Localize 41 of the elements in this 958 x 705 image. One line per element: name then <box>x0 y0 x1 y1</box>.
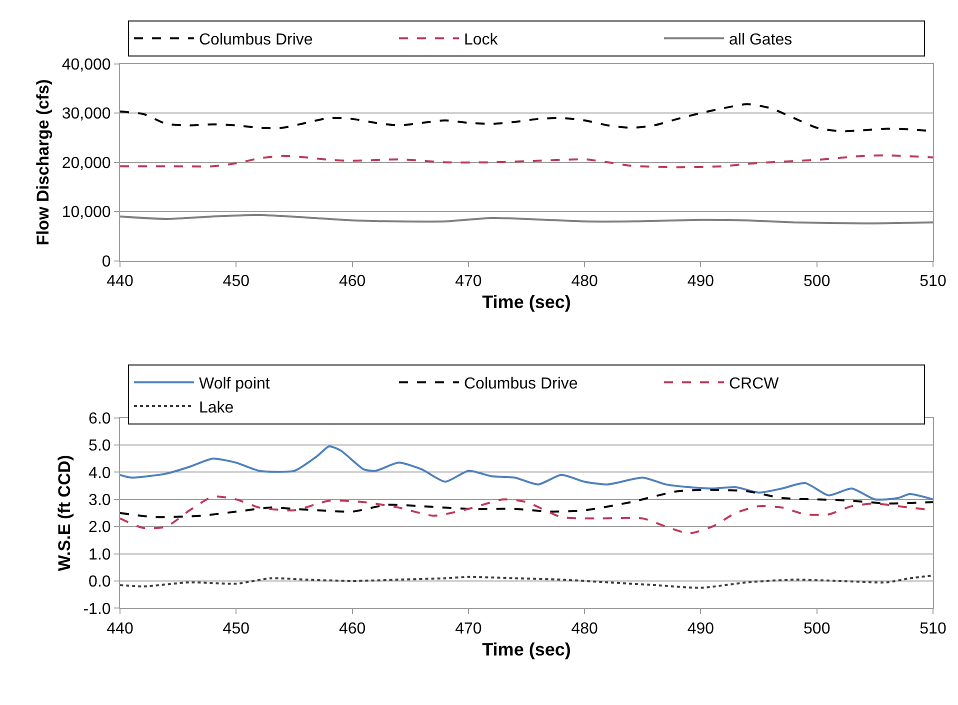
y-tick-label: 2.0 <box>88 519 111 536</box>
x-tick-label: 440 <box>106 620 134 638</box>
x-tick-label: 510 <box>920 620 946 638</box>
x-tick-label: 490 <box>687 620 714 638</box>
y-axis-title: W.S.E (ft CCD) <box>54 454 74 572</box>
legend-label: Lock <box>464 31 499 48</box>
legend-label: Wolf point <box>199 376 270 392</box>
x-axis-title: Time (sec) <box>482 639 571 660</box>
y-tick-label: 10,000 <box>62 204 111 222</box>
y-axis-title: Flow Discharge (cfs) <box>33 79 52 246</box>
y-tick-label: 0 <box>102 253 111 270</box>
x-tick-label: 490 <box>687 273 714 290</box>
y-tick-label: -1.0 <box>83 600 111 618</box>
x-tick-label: 480 <box>571 273 598 290</box>
x-tick-label: 450 <box>222 620 250 638</box>
legend-label: CRCW <box>729 376 780 392</box>
line-series <box>120 214 933 224</box>
y-tick-label: 5.0 <box>88 438 111 455</box>
x-axis-title: Time (sec) <box>482 292 571 312</box>
x-tick-label: 480 <box>571 620 598 638</box>
y-tick-label: 40,000 <box>62 56 111 74</box>
x-tick-label: 460 <box>338 273 366 290</box>
y-tick-label: 4.0 <box>88 464 111 482</box>
x-tick-label: 470 <box>455 273 482 290</box>
y-tick-label: 20,000 <box>62 154 111 172</box>
x-tick-label: 440 <box>106 273 134 290</box>
x-tick-label: 470 <box>455 620 482 638</box>
x-tick-label: 450 <box>222 273 250 290</box>
legend-label: all Gates <box>729 31 792 48</box>
legend-label: Lake <box>199 399 234 416</box>
y-tick-label: 3.0 <box>88 492 111 509</box>
y-tick-label: 30,000 <box>62 106 111 123</box>
y-tick-label: 1.0 <box>88 546 111 564</box>
x-tick-label: 500 <box>804 273 830 290</box>
x-tick-label: 510 <box>920 273 946 290</box>
x-tick-label: 460 <box>338 620 366 638</box>
x-tick-label: 500 <box>804 620 830 638</box>
legend-label: Columbus Drive <box>199 31 313 48</box>
y-tick-label: 6.0 <box>88 410 111 428</box>
legend-label: Columbus Drive <box>464 376 578 392</box>
y-tick-label: 0.0 <box>88 574 111 591</box>
